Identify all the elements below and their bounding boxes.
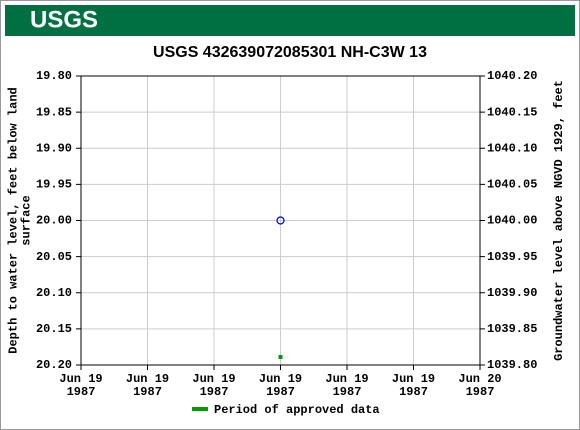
- y-tick-label: 20.15: [36, 322, 72, 336]
- y2-tick-label: 1039.85: [487, 322, 537, 336]
- y2-tick-label: 1039.80: [487, 358, 537, 372]
- chart-title: USGS 432639072085301 NH-C3W 13: [153, 44, 427, 61]
- y-tick-label: 20.05: [36, 250, 72, 264]
- y-tick-label: 19.90: [36, 141, 72, 155]
- y-axis-label: Depth to water level, feet below landsur…: [7, 87, 34, 353]
- y2-tick-label: 1040.15: [487, 105, 537, 119]
- y-tick-label: 20.10: [36, 286, 72, 300]
- y2-tick-label: 1040.10: [487, 141, 537, 155]
- x-tick-label: Jun 19 1987: [192, 372, 235, 399]
- y2-tick-label: 1040.20: [487, 69, 537, 83]
- x-tick-label: Jun 19 1987: [325, 372, 368, 399]
- y2-tick-label: 1040.00: [487, 214, 537, 228]
- y2-tick-label: 1039.90: [487, 286, 537, 300]
- y-tick-label: 20.20: [36, 358, 72, 372]
- approved-period: [278, 355, 283, 359]
- x-tick-label: Jun 19 1987: [392, 372, 435, 399]
- y-tick-label: 20.00: [36, 214, 72, 228]
- y2-axis-label: Groundwater level above NGVD 1929, feet: [552, 80, 566, 361]
- plot-border: [80, 75, 481, 366]
- x-tick-label: Jun 20 1987: [458, 372, 501, 399]
- y2-tick-label: 1039.95: [487, 250, 537, 264]
- y-tick-label: 19.85: [36, 105, 72, 119]
- header-bar: [5, 5, 575, 36]
- y-tick-label: 19.80: [36, 69, 72, 83]
- x-tick-label: Jun 19 1987: [59, 372, 102, 399]
- x-tick-label: Jun 19 1987: [126, 372, 169, 399]
- y2-tick-label: 1040.05: [487, 178, 537, 192]
- data-point: [276, 216, 285, 225]
- legend-label: Period of approved data: [214, 403, 380, 417]
- y-tick-label: 19.95: [36, 178, 72, 192]
- logo: USGS: [30, 6, 98, 33]
- x-tick-label: Jun 19 1987: [259, 372, 302, 399]
